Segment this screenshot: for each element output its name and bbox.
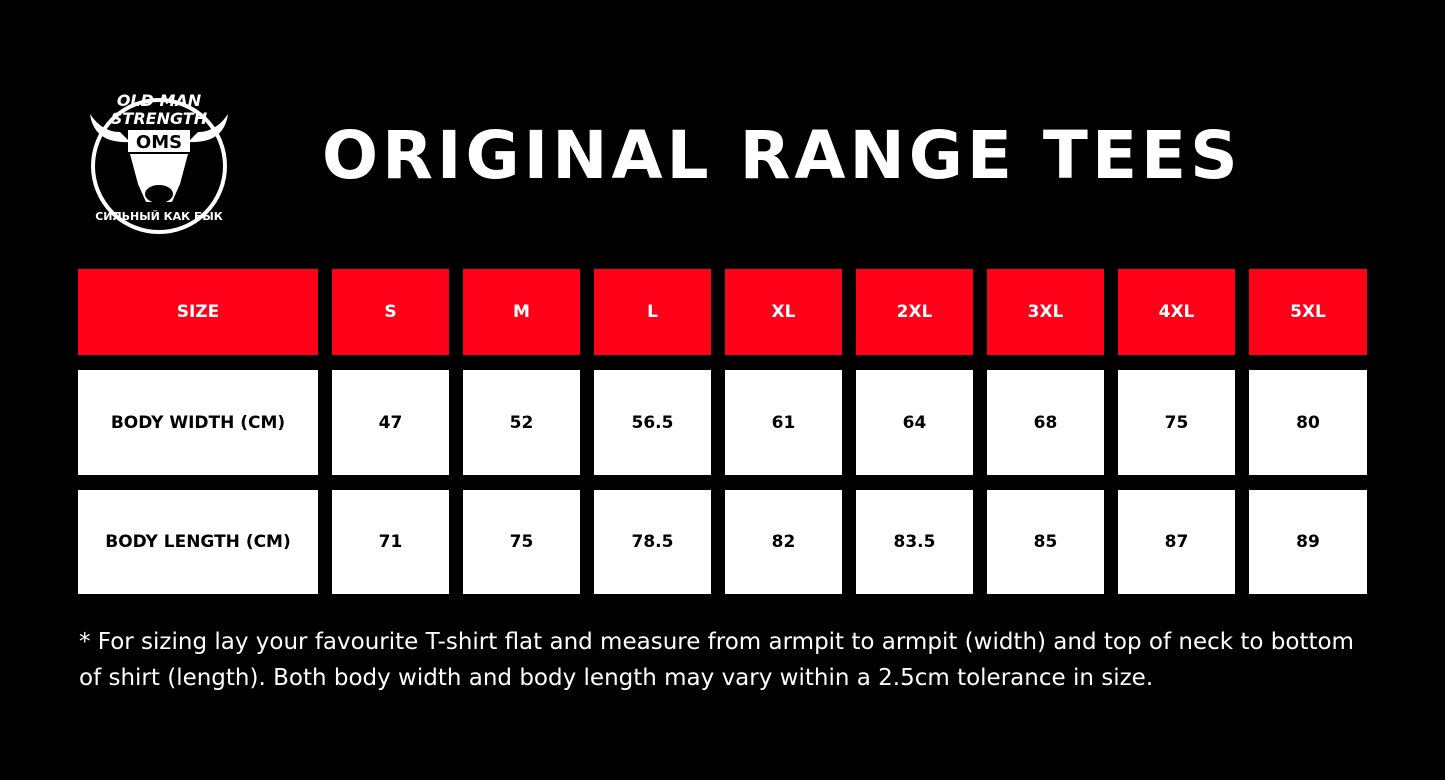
- table-cell: 89: [1249, 490, 1367, 594]
- header-cell: L: [594, 269, 711, 355]
- table-cell: 82: [725, 490, 842, 594]
- header-cell: S: [332, 269, 449, 355]
- header-cell: 3XL: [987, 269, 1104, 355]
- row-label: BODY LENGTH (CM): [78, 490, 318, 594]
- svg-text:СИЛЬНЫЙ КАК БЫК: СИЛЬНЫЙ КАК БЫК: [95, 210, 223, 223]
- table-cell: 85: [987, 490, 1104, 594]
- header-cell: 2XL: [856, 269, 973, 355]
- table-cell: 75: [463, 490, 580, 594]
- brand-logo: OLD MAN STRENGTH OMS СИЛЬНЫЙ КАК БЫК: [80, 84, 238, 236]
- page-title: ORIGINAL RANGE TEES: [322, 117, 1242, 194]
- header-cell: 4XL: [1118, 269, 1235, 355]
- table-cell: 80: [1249, 370, 1367, 475]
- table-cell: 56.5: [594, 370, 711, 475]
- header-cell: M: [463, 269, 580, 355]
- header-cell: XL: [725, 269, 842, 355]
- table-cell: 61: [725, 370, 842, 475]
- table-cell: 71: [332, 490, 449, 594]
- table-cell: 64: [856, 370, 973, 475]
- table-cell: 87: [1118, 490, 1235, 594]
- svg-text:OLD MAN: OLD MAN: [117, 91, 202, 110]
- table-cell: 47: [332, 370, 449, 475]
- table-cell: 78.5: [594, 490, 711, 594]
- sizing-footnote: * For sizing lay your favourite T-shirt …: [79, 629, 1354, 691]
- table-cell: 68: [987, 370, 1104, 475]
- svg-text:STRENGTH: STRENGTH: [111, 109, 208, 128]
- table-cell: 75: [1118, 370, 1235, 475]
- table-cell: 83.5: [856, 490, 973, 594]
- svg-text:OMS: OMS: [136, 132, 182, 153]
- header-cell: 5XL: [1249, 269, 1367, 355]
- header-cell: SIZE: [78, 269, 318, 355]
- table-cell: 52: [463, 370, 580, 475]
- row-label: BODY WIDTH (CM): [78, 370, 318, 475]
